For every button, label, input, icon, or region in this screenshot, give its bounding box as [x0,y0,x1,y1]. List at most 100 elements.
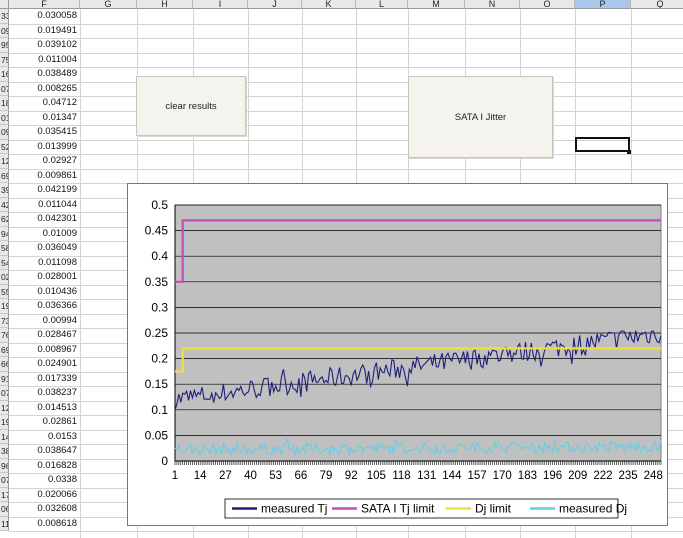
cell-f-value[interactable]: 0.036049 [37,242,77,253]
row-header[interactable]: 09 [0,125,9,140]
row-header[interactable]: 62 [0,212,9,227]
cell-f-value[interactable]: 0.00994 [42,314,77,326]
row-header[interactable]: 39 [0,183,9,198]
grid-row-line [9,110,683,112]
column-header-m[interactable]: M [408,0,465,9]
cell-f-value[interactable]: 0.039102 [37,39,77,50]
cell-f-value[interactable]: 0.032608 [37,503,77,514]
selected-cell-p[interactable] [575,137,630,152]
column-header-i[interactable]: I [193,0,248,9]
row-header[interactable]: 75 [0,52,9,67]
row-header[interactable]: 12 [0,400,9,415]
row-header[interactable]: 58 [0,241,9,256]
cell-f-value[interactable]: 0.038237 [37,387,77,398]
clear-results-button[interactable]: clear results [136,76,246,136]
cell-f-value[interactable]: 0.042301 [37,213,77,224]
column-header-o[interactable]: O [520,0,575,9]
cell-f-value[interactable]: 0.02927 [42,155,77,166]
row-header[interactable]: 11 [0,516,9,531]
cell-f-value[interactable]: 0.011098 [38,256,77,268]
cell-f-value[interactable]: 0.011044 [38,198,77,210]
cell-f-value[interactable]: 0.008265 [37,82,77,94]
row-header[interactable]: 96 [0,458,9,473]
cell-f-value[interactable]: 0.013999 [37,140,77,152]
row-header[interactable]: 42 [0,197,9,212]
row-header[interactable]: 55 [0,284,9,299]
cell-f-value[interactable]: 0.010436 [37,285,77,297]
row-header[interactable]: 94 [0,226,9,241]
row-header[interactable]: 07 [0,386,9,401]
row-header[interactable]: 01 [0,110,9,125]
cell-f-value[interactable]: 0.0153 [47,430,77,442]
column-header-n[interactable]: N [465,0,520,9]
cell-f-value[interactable]: 0.008618 [37,517,77,529]
cell-f-value[interactable]: 0.028467 [37,329,77,340]
column-header-f[interactable]: F [9,0,80,9]
row-header[interactable]: 02 [0,270,9,285]
row-header[interactable]: 19 [0,299,9,314]
cell-f-value[interactable]: 0.009861 [37,169,77,181]
row-header[interactable]: 07 [0,473,9,488]
cell-f-value[interactable]: 0.036366 [37,300,77,311]
row-header[interactable]: 38 [0,444,9,459]
select-all-corner[interactable] [0,0,9,9]
column-header-k[interactable]: K [302,0,356,9]
x-tick-label: 209 [568,470,587,482]
cell-f-value[interactable]: 0.042199 [37,184,77,195]
row-header[interactable]: 52 [0,139,9,154]
row-header[interactable]: 12 [0,154,9,169]
row-header[interactable]: 09 [0,23,9,38]
cell-f-value[interactable]: 0.04712 [42,97,77,108]
cell-f-value[interactable]: 0.01009 [42,227,77,239]
grid-row-line [9,67,683,68]
row-header[interactable]: 66 [0,357,9,372]
cell-f-value[interactable]: 0.019491 [37,24,77,36]
column-header-q[interactable]: Q [631,0,683,9]
cell-f-value[interactable]: 0.011004 [38,53,77,65]
cell-f-value[interactable]: 0.01347 [42,111,77,123]
cell-f-value[interactable]: 0.028001 [37,271,77,282]
row-header[interactable]: 06 [0,502,9,517]
cell-f-value[interactable]: 0.0338 [47,474,77,485]
row-header[interactable]: 76 [0,328,9,343]
sata-jitter-button[interactable]: SATA I Jitter [408,76,553,158]
cell-f-value[interactable]: 0.030058 [37,10,77,21]
cell-f-value[interactable]: 0.035415 [37,126,77,137]
jitter-chart[interactable]: 0 0.05 0.1 0.15 0.2 0.25 0.3 0.35 0.4 0.45 0.5 1 14 2… [127,183,668,526]
row-header[interactable]: 91 [0,371,9,386]
cell-f-value[interactable]: 0.020066 [37,488,77,500]
cell-f-value[interactable]: 0.024901 [37,358,77,369]
y-tick-label: 0.15 [145,377,169,391]
cell-f-value[interactable]: 0.014513 [37,401,77,413]
column-header-l[interactable]: L [356,0,408,9]
row-header[interactable]: 14 [0,429,9,444]
column-header-g[interactable]: G [80,0,137,9]
cell-f-value[interactable]: 0.038489 [37,68,77,79]
row-header[interactable]: 95 [0,38,9,53]
row-header[interactable]: 18 [0,96,9,111]
row-header[interactable]: 69 [0,168,9,183]
fill-handle[interactable] [627,150,631,154]
cell-f-value[interactable]: 0.017339 [37,372,77,384]
x-tick-label: 196 [543,470,562,482]
column-header-p[interactable]: P [575,0,631,9]
series-line-measured-dj [174,437,662,458]
row-header[interactable]: 07 [0,81,9,96]
sata-jitter-label: SATA I Jitter [454,111,507,123]
row-header[interactable]: 17 [0,487,9,502]
row-header[interactable]: 54 [0,255,9,270]
column-header-j[interactable]: J [248,0,302,9]
cell-f-value[interactable]: 0.016828 [37,459,77,471]
cell-f-value[interactable]: 0.02861 [42,416,77,427]
row-header[interactable]: 16 [0,67,9,82]
row-header[interactable]: 33 [0,9,9,24]
grid-row-line [9,125,683,126]
cell-f-value[interactable]: 0.038647 [37,445,77,456]
row-header[interactable]: 69 [0,342,9,357]
row-header[interactable]: 19 [0,415,9,430]
row-header[interactable]: 73 [0,313,9,328]
x-tick-label: 248 [644,470,663,482]
x-tick-label: 105 [367,470,386,482]
cell-f-value[interactable]: 0.008967 [37,343,77,355]
column-header-h[interactable]: H [137,0,193,9]
